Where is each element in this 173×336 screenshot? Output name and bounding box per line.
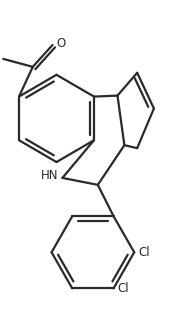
Text: HN: HN [41,169,58,182]
Text: Cl: Cl [138,246,150,259]
Text: O: O [56,37,66,49]
Text: Cl: Cl [117,282,129,295]
